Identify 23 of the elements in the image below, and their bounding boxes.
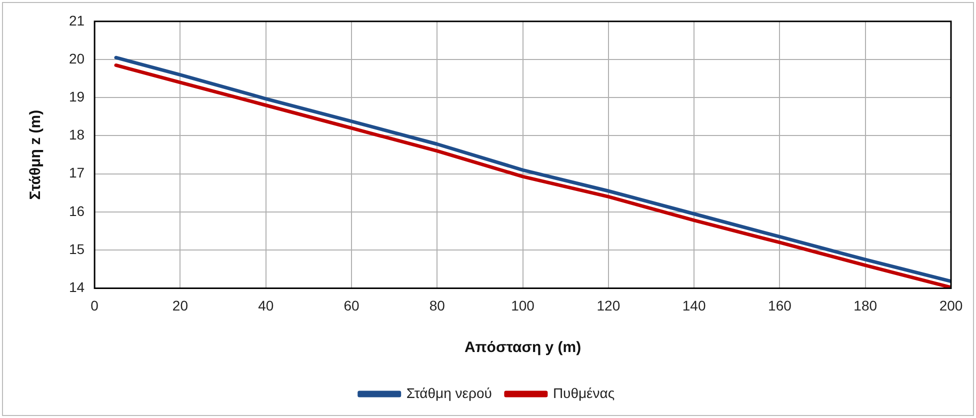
y-tick-label: 17 (68, 164, 85, 181)
y-tick-label: 16 (68, 202, 85, 219)
legend-label: Πυθμένας (552, 384, 615, 401)
x-tick-label: 60 (344, 297, 360, 314)
x-tick-label: 180 (854, 297, 878, 314)
y-tick-label: 14 (68, 279, 85, 296)
x-tick-label: 80 (429, 297, 446, 314)
legend-label: Στάθμη νερού (406, 384, 492, 401)
y-tick-label: 21 (68, 12, 85, 28)
x-axis-title: Απόσταση y (m) (464, 339, 582, 356)
y-tick-label: 20 (68, 50, 85, 66)
x-tick-label: 0 (90, 297, 99, 314)
y-tick-label: 18 (68, 126, 85, 143)
x-tick-label: 140 (682, 297, 706, 314)
x-tick-label: 160 (768, 297, 792, 314)
x-tick-label: 40 (258, 297, 274, 314)
y-tick-label: 19 (68, 88, 85, 104)
y-axis-title: Στάθμη z (m) (27, 110, 44, 200)
x-tick-label: 20 (172, 297, 188, 314)
y-tick-label: 15 (68, 240, 85, 257)
x-tick-label: 200 (939, 297, 963, 314)
x-tick-label: 120 (596, 297, 620, 314)
x-tick-label: 100 (511, 297, 535, 314)
